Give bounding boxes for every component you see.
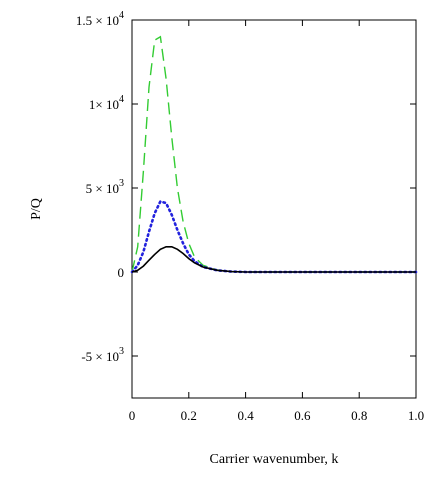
series-line-solid xyxy=(131,246,416,273)
x-tick-label: 1.0 xyxy=(408,408,424,423)
y-tick-label: 1× 104 xyxy=(89,94,124,112)
x-tick-label: 0.6 xyxy=(294,408,311,423)
plot-frame xyxy=(131,19,417,399)
y-tick-label: 5 × 103 xyxy=(86,178,124,196)
tick-layer: 0 0.2 0.4 0.6 0.8 1.0 1.5 × 104 1× 104 5 × 103 0 -… xyxy=(76,10,424,423)
x-axis-label: Carrier wavenumber, k xyxy=(210,452,339,467)
y-tick-label: 0 xyxy=(118,265,125,280)
y-tick-label: 1.5 × 104 xyxy=(76,10,124,28)
series-line-dashed xyxy=(131,35,416,273)
x-tick-label: 0.2 xyxy=(181,408,197,423)
y-axis-label: P/Q xyxy=(29,198,44,220)
x-tick-label: 0.8 xyxy=(351,408,367,423)
x-tick-label: 0.4 xyxy=(237,408,254,423)
series-line-dotted xyxy=(130,199,418,274)
x-tick-label: 0 xyxy=(129,408,136,423)
series-layer xyxy=(130,35,418,274)
y-tick-label: -5 × 103 xyxy=(81,346,124,364)
